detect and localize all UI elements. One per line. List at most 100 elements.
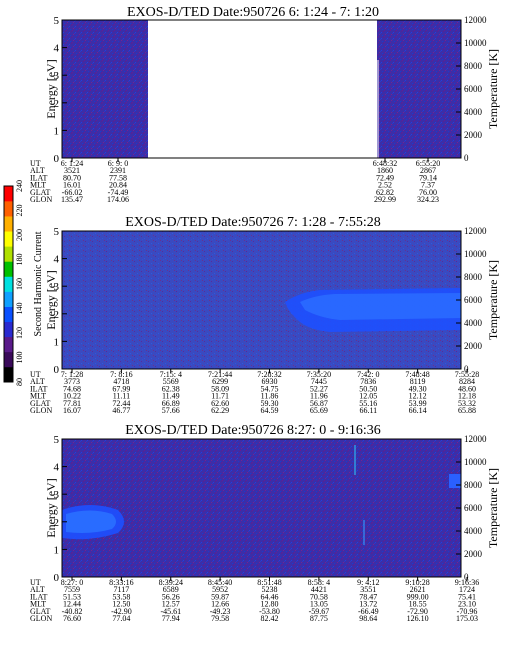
y-tick-label: 2 [54, 309, 60, 321]
colorbar-block [4, 216, 13, 232]
orbit-cell-ut: 9:16:36 [455, 578, 479, 587]
orbit-cell-glat: -72.90 [407, 607, 428, 616]
orbit-cell-ilat: 51.53 [63, 592, 81, 601]
orbit-cell-glat: 55.16 [359, 399, 377, 408]
colorbar-block [4, 336, 13, 353]
orbit-cell-glon: 135.47 [61, 195, 83, 204]
orbit-cell-alt: 1860 [377, 166, 393, 175]
colorbar-block [4, 366, 13, 383]
orbit-cell-mlt: 12.12 [409, 392, 427, 401]
orbit-row-label: MLT [30, 600, 46, 609]
colorbar-block [4, 261, 13, 277]
orbit-cell-mlt: 12.44 [63, 600, 81, 609]
orbit-cell-glon: 66.14 [409, 406, 427, 415]
orbit-cell-glon: 77.04 [112, 614, 130, 623]
panel-3-spectrogram [62, 439, 461, 577]
orbit-row-label: MLT [30, 392, 46, 401]
orbit-cell-mlt: 7.37 [421, 181, 435, 190]
colorbar-block [4, 201, 13, 217]
orbit-row-label: GLAT [30, 399, 51, 408]
orbit-cell-ut: 6: 1:24 [61, 159, 83, 168]
colorbar-tick: 80 [15, 378, 24, 386]
orbit-cell-glat: -66.02 [62, 188, 83, 197]
orbit-cell-glon: 292.99 [374, 195, 396, 204]
orbit-row-label: UT [30, 578, 41, 587]
orbit-cell-glat: -59.67 [309, 607, 330, 616]
orbit-cell-mlt: 18.55 [409, 600, 427, 609]
y2-tick-label: 6000 [464, 295, 483, 305]
colorbar-tick: 180 [15, 254, 24, 266]
orbit-cell-glon: 175.03 [456, 614, 478, 623]
orbit-cell-alt: 2621 [410, 585, 426, 594]
orbit-cell-mlt: 13.72 [359, 600, 377, 609]
orbit-row-label: ALT [30, 166, 45, 175]
orbit-row-label: GLAT [30, 188, 51, 197]
orbit-cell-glon: 82.42 [261, 614, 279, 623]
orbit-cell-glon: 62.29 [211, 406, 229, 415]
orbit-cell-glat: 59.30 [261, 399, 279, 408]
orbit-cell-ut: 7:15: 4 [160, 370, 182, 379]
colorbar-tick: 160 [15, 278, 24, 290]
colorbar-tick: 100 [15, 352, 24, 364]
orbit-cell-ut: 9:10:28 [405, 578, 429, 587]
orbit-cell-mlt: 12.05 [359, 392, 377, 401]
y2-tick-label: 8000 [464, 272, 483, 282]
y-tick-label: 5 [54, 434, 60, 446]
colorbar-block [4, 351, 13, 368]
colorbar-block [4, 291, 13, 307]
orbit-cell-mlt: 16.01 [63, 181, 81, 190]
y-tick-label: 4 [54, 462, 60, 474]
orbit-cell-alt: 6930 [262, 377, 278, 386]
orbit-cell-glat: -40.82 [62, 607, 83, 616]
orbit-row-label: ALT [30, 585, 45, 594]
orbit-cell-glat: 72.44 [112, 399, 130, 408]
y2-tick-label: 8000 [464, 61, 483, 71]
y2-tick-label: 6000 [464, 503, 483, 513]
orbit-cell-ut: 7: 8:16 [110, 370, 132, 379]
orbit-cell-mlt: 11.96 [310, 392, 328, 401]
orbit-cell-ilat: 74.68 [63, 384, 81, 393]
orbit-cell-alt: 6299 [212, 377, 228, 386]
colorbar-tick-labels: 240 220 200 180 160 140 120 100 80 [15, 180, 24, 386]
orbit-cell-glat: -42.90 [111, 607, 132, 616]
orbit-cell-ilat: 58.09 [211, 384, 229, 393]
orbit-cell-glat: -45.61 [160, 607, 181, 616]
y2-tick-label: 4000 [464, 318, 483, 328]
panel-2-y2label: Temperature [K] [486, 260, 500, 340]
colorbar-tick: 240 [15, 180, 24, 192]
y-tick-label: 2 [54, 98, 60, 110]
orbit-cell-mlt: 12.66 [211, 600, 229, 609]
orbit-cell-glon: 66.11 [359, 406, 377, 415]
orbit-cell-ilat: 48.60 [458, 384, 476, 393]
orbit-cell-alt: 1724 [459, 585, 475, 594]
orbit-cell-glon: 76.60 [63, 614, 81, 623]
orbit-cell-mlt: 11.49 [162, 392, 180, 401]
y-tick-label: 4 [54, 43, 60, 55]
orbit-cell-alt: 8284 [459, 377, 475, 386]
y-tick-label: 0 [54, 572, 60, 584]
y2-tick-label: 0 [464, 153, 469, 163]
panel-2-ylabel: Energy [eV] [44, 270, 58, 329]
orbit-cell-ilat: 62.38 [162, 384, 180, 393]
orbit-cell-alt: 4718 [113, 377, 129, 386]
orbit-cell-mlt: 12.18 [458, 392, 476, 401]
y2-tick-label: 12000 [464, 15, 487, 25]
orbit-cell-glat: 53.32 [458, 399, 476, 408]
orbit-cell-alt: 2391 [110, 166, 126, 175]
orbit-cell-alt: 7836 [360, 377, 376, 386]
y2-tick-label: 8000 [464, 480, 483, 490]
orbit-cell-glon: 16.07 [63, 406, 81, 415]
orbit-cell-glat: 62.82 [376, 188, 394, 197]
orbit-cell-glat: -66.49 [358, 607, 379, 616]
panel-1-y-ticks: 0 1 2 3 4 5 [54, 15, 67, 165]
orbit-row-label: ALT [30, 377, 45, 386]
orbit-cell-ilat: 999.00 [407, 592, 429, 601]
orbit-cell-alt: 3521 [64, 166, 80, 175]
y-tick-label: 0 [54, 153, 60, 165]
orbit-cell-ilat: 52.27 [310, 384, 328, 393]
panel-1-title: EXOS-D/TED Date:950726 6: 1:24 - 7: 1:20 [127, 5, 379, 20]
